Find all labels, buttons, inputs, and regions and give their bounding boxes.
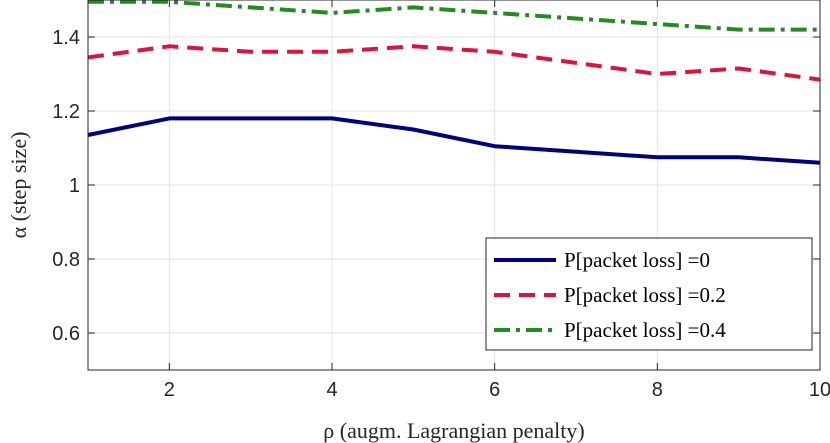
y-tick-label: 0.6	[52, 323, 80, 345]
x-tick-label: 4	[326, 379, 337, 401]
y-tick-label: 1	[69, 175, 80, 197]
x-tick-label: 2	[164, 379, 175, 401]
legend-label-3: P[packet loss] =0.4	[564, 318, 726, 342]
series-line-3	[88, 0, 820, 32]
x-tick-label: 10	[809, 379, 830, 401]
legend-label-2: P[packet loss] =0.2	[564, 283, 726, 307]
series-line-1	[87, 116, 821, 165]
series-lines	[87, 0, 821, 165]
x-tick-label: 8	[652, 379, 663, 401]
y-tick-label: 1.4	[52, 27, 80, 49]
y-axis-label: α (step size)	[6, 132, 31, 239]
y-tick-label: 0.8	[52, 249, 80, 271]
x-tick-label: 6	[489, 379, 500, 401]
legend: P[packet loss] =0 P[packet loss] =0.2 P[pa…	[485, 237, 813, 351]
y-tick-label: 1.2	[52, 101, 80, 123]
legend-label-1: P[packet loss] =0	[564, 248, 710, 272]
axis-ticks: 2 4 6 8 10 0.6 0.8 1 1.2 1.4	[52, 0, 830, 401]
series-line-2	[87, 44, 821, 82]
x-axis-label: ρ (augm. Lagrangian penalty)	[323, 418, 584, 443]
